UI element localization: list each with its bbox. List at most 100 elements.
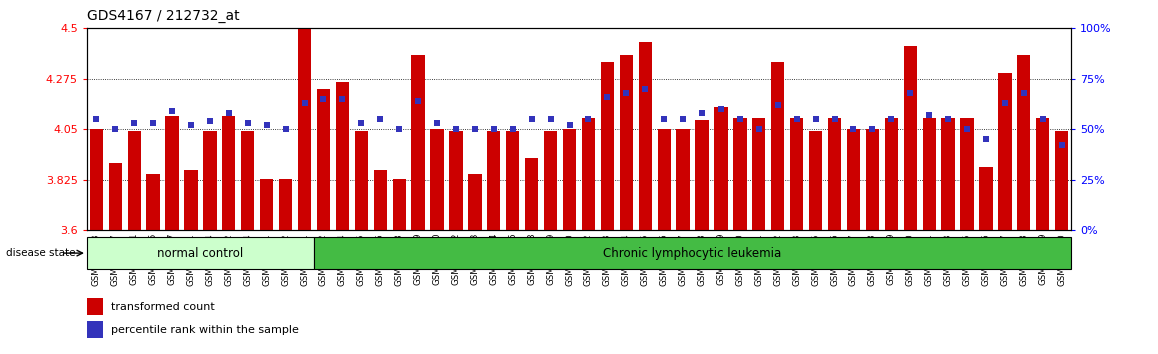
Bar xyxy=(468,174,482,230)
Bar xyxy=(563,129,577,230)
Point xyxy=(144,120,162,126)
Text: percentile rank within the sample: percentile rank within the sample xyxy=(111,325,299,335)
Point xyxy=(996,100,1014,106)
Bar xyxy=(581,118,595,230)
Bar xyxy=(204,131,217,230)
Bar xyxy=(411,55,425,230)
Point xyxy=(749,126,768,132)
Bar xyxy=(393,178,405,230)
Point xyxy=(787,116,806,122)
Point xyxy=(163,108,182,114)
Point xyxy=(125,120,144,126)
Point xyxy=(939,116,958,122)
Point xyxy=(599,94,617,100)
Point xyxy=(560,122,579,128)
Text: Chronic lymphocytic leukemia: Chronic lymphocytic leukemia xyxy=(603,247,782,259)
Bar xyxy=(431,129,444,230)
Point xyxy=(655,116,674,122)
Bar xyxy=(449,131,462,230)
Point xyxy=(541,116,559,122)
Point xyxy=(352,120,371,126)
Point xyxy=(447,126,466,132)
Bar xyxy=(354,131,368,230)
Bar xyxy=(941,118,954,230)
Point xyxy=(636,86,654,92)
Bar xyxy=(846,129,860,230)
Point xyxy=(712,106,731,112)
Bar xyxy=(809,131,822,230)
Point xyxy=(295,100,314,106)
Bar xyxy=(1055,131,1069,230)
Point xyxy=(220,110,239,116)
Point xyxy=(239,120,257,126)
Point xyxy=(958,126,976,132)
Bar xyxy=(998,73,1012,230)
Point xyxy=(504,126,522,132)
Point xyxy=(882,116,901,122)
Bar xyxy=(866,129,879,230)
Bar xyxy=(87,321,103,338)
Point xyxy=(257,122,276,128)
Point xyxy=(334,96,352,102)
Bar xyxy=(525,158,538,230)
Bar xyxy=(771,62,784,230)
Point xyxy=(976,137,995,142)
Point xyxy=(107,126,125,132)
Bar xyxy=(261,178,273,230)
Bar xyxy=(374,170,387,230)
Point xyxy=(427,120,446,126)
Bar xyxy=(146,174,160,230)
Point xyxy=(692,110,711,116)
Text: disease state: disease state xyxy=(6,248,75,258)
Bar xyxy=(960,118,974,230)
Point xyxy=(769,102,787,108)
Bar xyxy=(1017,55,1031,230)
Bar xyxy=(620,55,633,230)
Bar xyxy=(733,118,747,230)
Point xyxy=(674,116,692,122)
Point xyxy=(617,90,636,96)
Point xyxy=(1014,90,1033,96)
Bar xyxy=(222,116,235,230)
Point xyxy=(466,126,484,132)
Bar xyxy=(676,129,690,230)
Point xyxy=(277,126,295,132)
Bar xyxy=(241,131,255,230)
Bar xyxy=(885,118,897,230)
Bar xyxy=(601,62,614,230)
Bar xyxy=(658,129,670,230)
Bar xyxy=(714,107,727,230)
Point xyxy=(826,116,844,122)
Point xyxy=(1033,116,1051,122)
Point xyxy=(844,126,863,132)
Bar xyxy=(790,118,804,230)
Bar xyxy=(184,170,198,230)
Point xyxy=(182,122,200,128)
Point xyxy=(200,118,219,124)
Point xyxy=(901,90,919,96)
Point xyxy=(390,126,409,132)
Point xyxy=(806,116,824,122)
Bar xyxy=(638,42,652,230)
Bar xyxy=(317,89,330,230)
Bar xyxy=(336,82,349,230)
Point xyxy=(522,116,541,122)
Text: GDS4167 / 212732_at: GDS4167 / 212732_at xyxy=(87,9,240,23)
Bar xyxy=(1036,118,1049,230)
Point xyxy=(1053,143,1071,148)
Point xyxy=(87,116,105,122)
Bar xyxy=(87,298,103,314)
Point xyxy=(579,116,598,122)
Point xyxy=(314,96,332,102)
Bar xyxy=(980,167,992,230)
Bar xyxy=(109,163,122,230)
Point xyxy=(731,116,749,122)
Bar xyxy=(314,237,1071,269)
Bar xyxy=(696,120,709,230)
Bar xyxy=(87,237,314,269)
Point xyxy=(371,116,389,122)
Text: transformed count: transformed count xyxy=(111,302,215,312)
Text: normal control: normal control xyxy=(157,247,243,259)
Bar xyxy=(488,131,500,230)
Point xyxy=(919,112,938,118)
